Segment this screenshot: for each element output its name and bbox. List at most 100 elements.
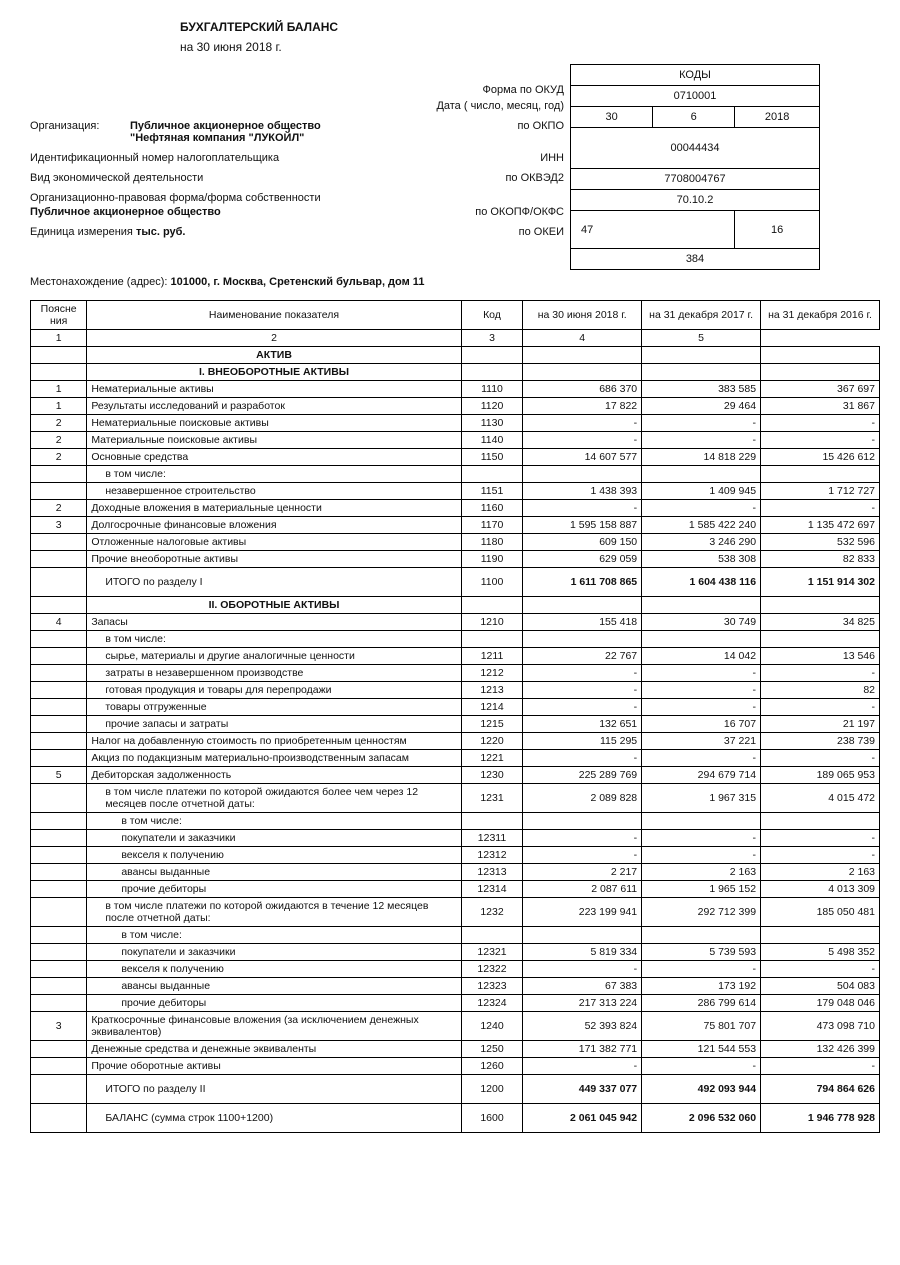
cell-value: 1 965 152 xyxy=(642,881,761,898)
cell-value: - xyxy=(642,665,761,682)
cell-code: 1260 xyxy=(461,1058,523,1075)
cell-name: авансы выданные xyxy=(87,978,461,995)
cell-value: 2 061 045 942 xyxy=(523,1104,642,1133)
date-label: Дата ( число, месяц, год) xyxy=(436,100,570,112)
cell-code: 1212 xyxy=(461,665,523,682)
code-okpo: 00044434 xyxy=(571,128,820,169)
inn-label: ИНН xyxy=(540,152,570,164)
cell-code: 1221 xyxy=(461,750,523,767)
cell-value: 383 585 xyxy=(642,381,761,398)
cell-value: 14 818 229 xyxy=(642,449,761,466)
cell-name: Акциз по подакцизным материально-произво… xyxy=(87,750,461,767)
cell-value: 2 217 xyxy=(523,864,642,881)
cell-value: 686 370 xyxy=(523,381,642,398)
cell-value: 492 093 944 xyxy=(642,1075,761,1104)
code-okei: 384 xyxy=(571,249,820,270)
cell-note xyxy=(31,483,87,500)
codes-table: КОДЫ 0710001 30 6 2018 00044434 77080047… xyxy=(570,64,820,270)
cell-value: - xyxy=(761,750,880,767)
cell-name: Нематериальные поисковые активы xyxy=(87,415,461,432)
cell-value: 132 426 399 xyxy=(761,1041,880,1058)
cell-value: - xyxy=(761,961,880,978)
cell-code: 1214 xyxy=(461,699,523,716)
th-n5: 5 xyxy=(642,330,761,347)
cell-value: 1 712 727 xyxy=(761,483,880,500)
code-okfs: 16 xyxy=(735,211,820,249)
cell-note xyxy=(31,864,87,881)
cell-value xyxy=(642,927,761,944)
okopf-label-full: Организационно-правовая форма/форма собс… xyxy=(30,192,564,204)
cell-code: 1190 xyxy=(461,551,523,568)
cell-note xyxy=(31,927,87,944)
cell-value: 173 192 xyxy=(642,978,761,995)
inn-label-full: Идентификационный номер налогоплательщик… xyxy=(30,152,540,164)
table-row: 2Материальные поисковые активы1140--- xyxy=(31,432,880,449)
th-n2: 2 xyxy=(87,330,461,347)
cell-note: 4 xyxy=(31,614,87,631)
cell-value: 82 xyxy=(761,682,880,699)
cell-name: Нематериальные активы xyxy=(87,381,461,398)
table-row: I. ВНЕОБОРОТНЫЕ АКТИВЫ xyxy=(31,364,880,381)
table-row: 1Результаты исследований и разработок112… xyxy=(31,398,880,415)
table-row: в том числе: xyxy=(31,813,880,830)
cell-code: 1110 xyxy=(461,381,523,398)
cell-value: 29 464 xyxy=(642,398,761,415)
table-row: сырье, материалы и другие аналогичные це… xyxy=(31,648,880,665)
cell-note xyxy=(31,750,87,767)
cell-name: в том числе: xyxy=(87,631,461,648)
table-row: Прочие оборотные активы1260--- xyxy=(31,1058,880,1075)
cell-value: 30 749 xyxy=(642,614,761,631)
cell-value: 473 098 710 xyxy=(761,1012,880,1041)
table-row: 1Нематериальные активы1110686 370383 585… xyxy=(31,381,880,398)
cell-value: 2 087 611 xyxy=(523,881,642,898)
cell-code: 12323 xyxy=(461,978,523,995)
okved-label-full: Вид экономической деятельности xyxy=(30,172,505,184)
code-day: 30 xyxy=(571,107,653,128)
table-row: 2Доходные вложения в материальные ценнос… xyxy=(31,500,880,517)
th-n1: 1 xyxy=(31,330,87,347)
okopf-label: по ОКОПФ/ОКФС xyxy=(475,206,570,218)
cell-name: в том числе: xyxy=(87,927,461,944)
cell-note: 2 xyxy=(31,415,87,432)
th-n4: 4 xyxy=(523,330,642,347)
cell-value: 16 707 xyxy=(642,716,761,733)
cell-note xyxy=(31,784,87,813)
cell-value: - xyxy=(642,750,761,767)
cell-value xyxy=(523,466,642,483)
cell-value: - xyxy=(761,830,880,847)
cell-code: 12311 xyxy=(461,830,523,847)
cell-value: 449 337 077 xyxy=(523,1075,642,1104)
cell-name: Материальные поисковые активы xyxy=(87,432,461,449)
cell-value: 34 825 xyxy=(761,614,880,631)
cell-code: 1151 xyxy=(461,483,523,500)
th-c3: на 30 июня 2018 г. xyxy=(523,301,642,330)
cell-code: 12314 xyxy=(461,881,523,898)
code-year: 2018 xyxy=(735,107,820,128)
cell-value: 82 833 xyxy=(761,551,880,568)
table-row: 3Краткосрочные финансовые вложения (за и… xyxy=(31,1012,880,1041)
cell-code: 12322 xyxy=(461,961,523,978)
cell-code: 12321 xyxy=(461,944,523,961)
cell-name: авансы выданные xyxy=(87,864,461,881)
cell-value: 1 409 945 xyxy=(642,483,761,500)
cell-code: 1200 xyxy=(461,1075,523,1104)
cell-value xyxy=(642,466,761,483)
section-heading: I. ВНЕОБОРОТНЫЕ АКТИВЫ xyxy=(87,364,461,381)
table-row: покупатели и заказчики123215 819 3345 73… xyxy=(31,944,880,961)
cell-name: Налог на добавленную стоимость по приобр… xyxy=(87,733,461,750)
cell-code: 1150 xyxy=(461,449,523,466)
cell-value: 2 163 xyxy=(642,864,761,881)
cell-value: - xyxy=(761,432,880,449)
cell-note xyxy=(31,961,87,978)
cell-code: 1100 xyxy=(461,568,523,597)
cell-value: - xyxy=(523,1058,642,1075)
th-code: Код xyxy=(461,301,523,330)
cell-value: - xyxy=(642,830,761,847)
cell-value: 225 289 769 xyxy=(523,767,642,784)
cell-name: затраты в незавершенном производстве xyxy=(87,665,461,682)
cell-name: прочие дебиторы xyxy=(87,995,461,1012)
table-row: 4Запасы1210155 41830 74934 825 xyxy=(31,614,880,631)
table-row: Денежные средства и денежные эквиваленты… xyxy=(31,1041,880,1058)
table-row: в том числе: xyxy=(31,466,880,483)
table-row: ИТОГО по разделу II1200449 337 077492 09… xyxy=(31,1075,880,1104)
